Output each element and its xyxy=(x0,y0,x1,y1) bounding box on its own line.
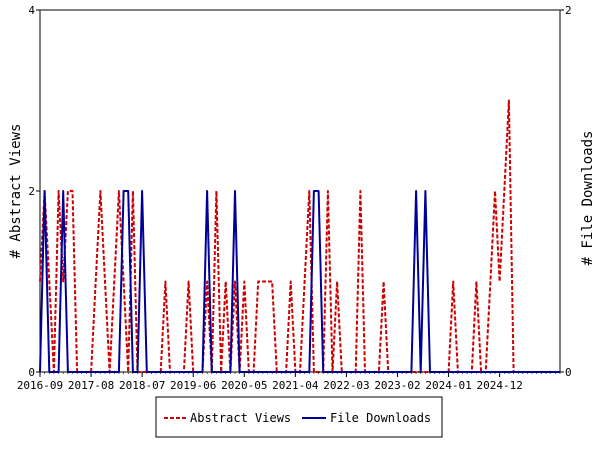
x-tick-label: 2018-07 xyxy=(119,379,165,392)
x-tick-label: 2021-04 xyxy=(272,379,319,392)
y-axis-left: 0 2 4 xyxy=(28,4,40,379)
legend-label-abstract-views: Abstract Views xyxy=(190,411,291,425)
y-right-tick-label: 2 xyxy=(565,4,572,17)
y-axis-left-title: # Abstract Views xyxy=(8,124,24,259)
x-axis: 2016-09 2017-08 2018-07 2019-06 2020-05 2021-… xyxy=(17,372,561,392)
y-left-tick-label: 4 xyxy=(28,4,35,17)
y-left-tick-label: 0 xyxy=(28,366,35,379)
x-tick-label: 2017-08 xyxy=(68,379,114,392)
x-tick-label: 2020-05 xyxy=(221,379,267,392)
y-axis-right: 02 xyxy=(560,4,572,379)
y-right-tick-label: 0 xyxy=(565,366,572,379)
series-abstract-views xyxy=(39,99,560,373)
y-axis-right-title: # File Downloads xyxy=(580,131,596,266)
series-layer xyxy=(39,99,560,373)
legend: Abstract Views File Downloads xyxy=(155,396,443,438)
x-tick-label: 2024-01 xyxy=(425,379,471,392)
legend-box xyxy=(155,396,443,438)
y-left-tick-label: 2 xyxy=(28,185,35,198)
x-tick-label: 2024-12 xyxy=(476,379,522,392)
legend-label-file-downloads: File Downloads xyxy=(330,411,431,425)
x-tick-label: 2016-09 xyxy=(17,379,63,392)
x-tick-label: 2023-02 xyxy=(374,379,420,392)
x-tick-label: 2019-06 xyxy=(170,379,216,392)
x-tick-label: 2022-03 xyxy=(323,379,369,392)
